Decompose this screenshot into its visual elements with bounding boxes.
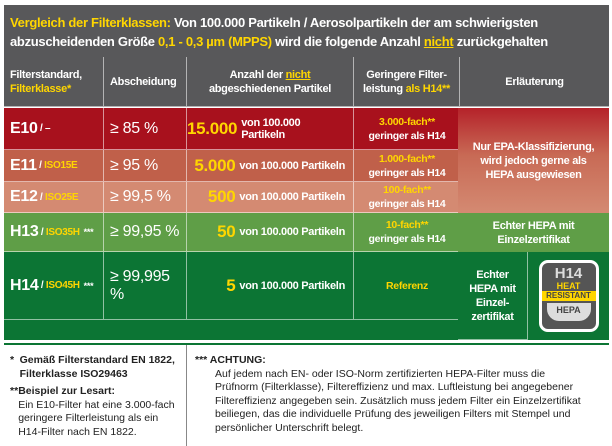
footnotes-left: * Gemäß Filterstandard EN 1822, Filterkla… [4,345,187,446]
filter-performance: 1.000-fach** geringer als H14 [354,150,460,182]
particle-count: 500 von 100.000 Partikeln [187,182,354,213]
filter-class: H14 / ISO45H *** [4,252,104,320]
header-filterleistung: Geringere Filter-leistung als H14** [354,57,460,107]
h14-logo-cell: H14 HEAT RESISTANT HEPA [528,252,609,340]
filter-performance: 10-fach** geringer als H14 [354,213,460,252]
header-erlaeuterung: Erläuterung [460,57,609,107]
filter-performance: 3.000-fach** geringer als H14 [354,108,460,150]
particle-count: 15.000 von 100.000 Partikeln [187,108,354,150]
explain-h14: Echter HEPA mit Einzel-zertifikat [458,252,528,340]
header-filterklasse: Filterstandard, Filterklasse* [4,57,104,107]
separation-rate: ≥ 99,5 % [104,182,187,213]
separation-rate: ≥ 99,95 % [104,213,187,252]
header-abscheidung: Abscheidung [104,57,187,107]
filter-class: E11 / ISO15E [4,150,104,182]
particle-count: 5.000 von 100.000 Partikeln [187,150,354,182]
particle-count: 5 von 100.000 Partikeln [187,252,354,320]
filter-performance: 100-fach** geringer als H14 [354,182,460,213]
spacer-band [4,320,458,340]
explain-h13: Echter HEPA mit Einzelzertifikat [458,213,609,252]
filter-class: E12 / ISO25E [4,182,104,213]
footnotes: * Gemäß Filterstandard EN 1822, Filterkla… [4,343,609,446]
explain-epa: Nur EPA-Klassifizierung, wird jedoch ger… [458,108,609,213]
table-title: Vergleich der Filterklassen: Von 100.000… [4,5,609,57]
separation-rate: ≥ 99,995 % [104,252,187,320]
filter-performance: Referenz [354,252,460,320]
h14-heat-resistant-hepa-logo: H14 HEAT RESISTANT HEPA [538,260,599,332]
filter-class: E10 / – [4,108,104,150]
column-headers: Filterstandard, Filterklasse* Abscheidung… [4,57,609,107]
filter-class: H13 / ISO35H *** [4,213,104,252]
particle-count: 50 von 100.000 Partikeln [187,213,354,252]
footnote-achtung: *** ACHTUNG: Auf jedem nach EN- oder ISO… [195,354,581,434]
separation-rate: ≥ 95 % [104,150,187,182]
separation-rate: ≥ 85 % [104,108,187,150]
header-anzahl: Anzahl der nicht abgeschiedenen Partikel [187,57,354,107]
